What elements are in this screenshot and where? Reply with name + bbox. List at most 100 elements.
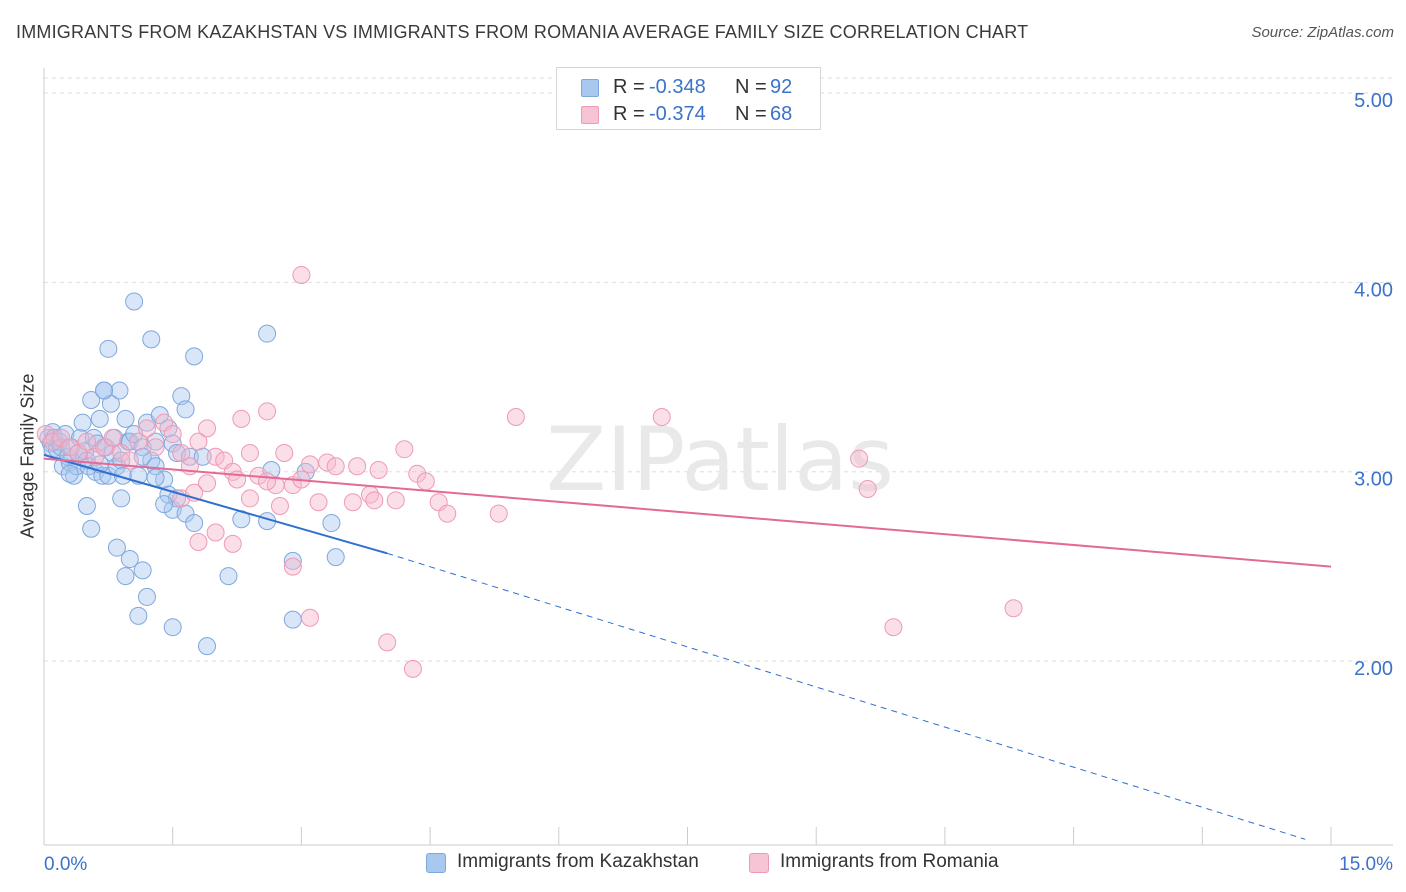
data-point (275, 443, 294, 462)
tick-labels: 2.00 3.00 4.00 5.00 0.0% 15.0% (44, 90, 1393, 875)
data-point (292, 265, 311, 284)
data-point (300, 455, 319, 474)
legend-label: Immigrants from Kazakhstan (457, 851, 699, 872)
data-point (283, 610, 302, 629)
r-label: R = (613, 103, 645, 125)
data-point (82, 390, 101, 409)
data-point (137, 587, 156, 606)
x-tick-label-max: 15.0% (1339, 854, 1393, 875)
data-point (193, 447, 212, 466)
trendlines (43, 453, 1332, 840)
data-point (77, 432, 96, 451)
data-point (223, 534, 242, 553)
data-point (326, 548, 345, 567)
data-point (110, 381, 129, 400)
data-point (506, 407, 525, 426)
data-point (73, 413, 92, 432)
data-point (155, 495, 174, 514)
data-point (258, 324, 277, 343)
data-point (60, 438, 79, 457)
data-point (163, 425, 182, 444)
watermark: ZIPatlas (546, 408, 894, 511)
data-point (369, 461, 388, 480)
data-point (142, 330, 161, 349)
data-point (258, 402, 277, 421)
data-point (146, 468, 165, 487)
data-point (318, 453, 337, 472)
data-point (300, 608, 319, 627)
data-point (309, 493, 328, 512)
data-point (198, 474, 217, 493)
data-point (82, 519, 101, 538)
data-point (386, 491, 405, 510)
data-point (1004, 599, 1023, 618)
data-point (116, 409, 135, 428)
data-point (189, 432, 208, 451)
y-axis-label: Average Family Size (17, 373, 38, 539)
data-point (36, 425, 55, 444)
data-point (206, 523, 225, 542)
data-point (60, 464, 79, 483)
data-point (326, 457, 345, 476)
trendline-romania (43, 457, 1332, 568)
data-point (365, 491, 384, 510)
y-tick-label: 5.00 (1354, 90, 1393, 112)
data-point (438, 504, 457, 523)
data-point (129, 606, 148, 625)
data-point (489, 504, 508, 523)
data-point (240, 443, 259, 462)
y-tick-label: 4.00 (1354, 279, 1393, 301)
data-points (36, 265, 1023, 678)
blue-swatch (426, 853, 446, 873)
data-point (77, 497, 96, 516)
data-point (146, 438, 165, 457)
data-point (232, 409, 251, 428)
data-point (395, 440, 414, 459)
y-tick-label: 3.00 (1354, 469, 1393, 491)
data-point (137, 419, 156, 438)
data-point (43, 432, 62, 451)
data-point (133, 561, 152, 580)
data-point (219, 567, 238, 586)
data-point (120, 550, 139, 569)
data-point (93, 466, 112, 485)
data-point (95, 381, 114, 400)
data-point (343, 493, 362, 512)
r-label: R = (613, 76, 645, 98)
data-point (112, 489, 131, 508)
n-label: N = (735, 76, 767, 98)
data-point (107, 538, 126, 557)
data-point (116, 567, 135, 586)
trendline-kazakhstan-extension (387, 552, 1306, 840)
data-point (206, 447, 225, 466)
blue-swatch (581, 79, 599, 97)
data-point (348, 457, 367, 476)
data-point (185, 347, 204, 366)
data-point (90, 409, 109, 428)
chart-title: IMMIGRANTS FROM KAZAKHSTAN VS IMMIGRANTS… (16, 22, 1029, 42)
data-point (198, 637, 217, 656)
data-point (283, 476, 302, 495)
data-point (176, 400, 195, 419)
stats-legend: R = -0.348 N = 92 R = -0.374 N = 68 (556, 67, 821, 130)
data-point (99, 339, 118, 358)
data-point (163, 618, 182, 637)
data-point (172, 387, 191, 406)
n-value: 68 (770, 103, 793, 125)
data-point (270, 497, 289, 516)
data-point (858, 479, 877, 498)
data-point (129, 432, 148, 451)
gridlines (44, 77, 1393, 662)
data-point (378, 633, 397, 652)
data-point (403, 659, 422, 678)
data-point (322, 514, 341, 533)
r-value: -0.348 (649, 76, 706, 98)
n-value: 92 (770, 76, 793, 98)
pink-swatch (581, 106, 599, 124)
data-point (172, 443, 191, 462)
data-point (240, 489, 259, 508)
data-point (103, 428, 122, 447)
trendline-kazakhstan (43, 453, 388, 555)
r-value: -0.374 (649, 103, 706, 125)
